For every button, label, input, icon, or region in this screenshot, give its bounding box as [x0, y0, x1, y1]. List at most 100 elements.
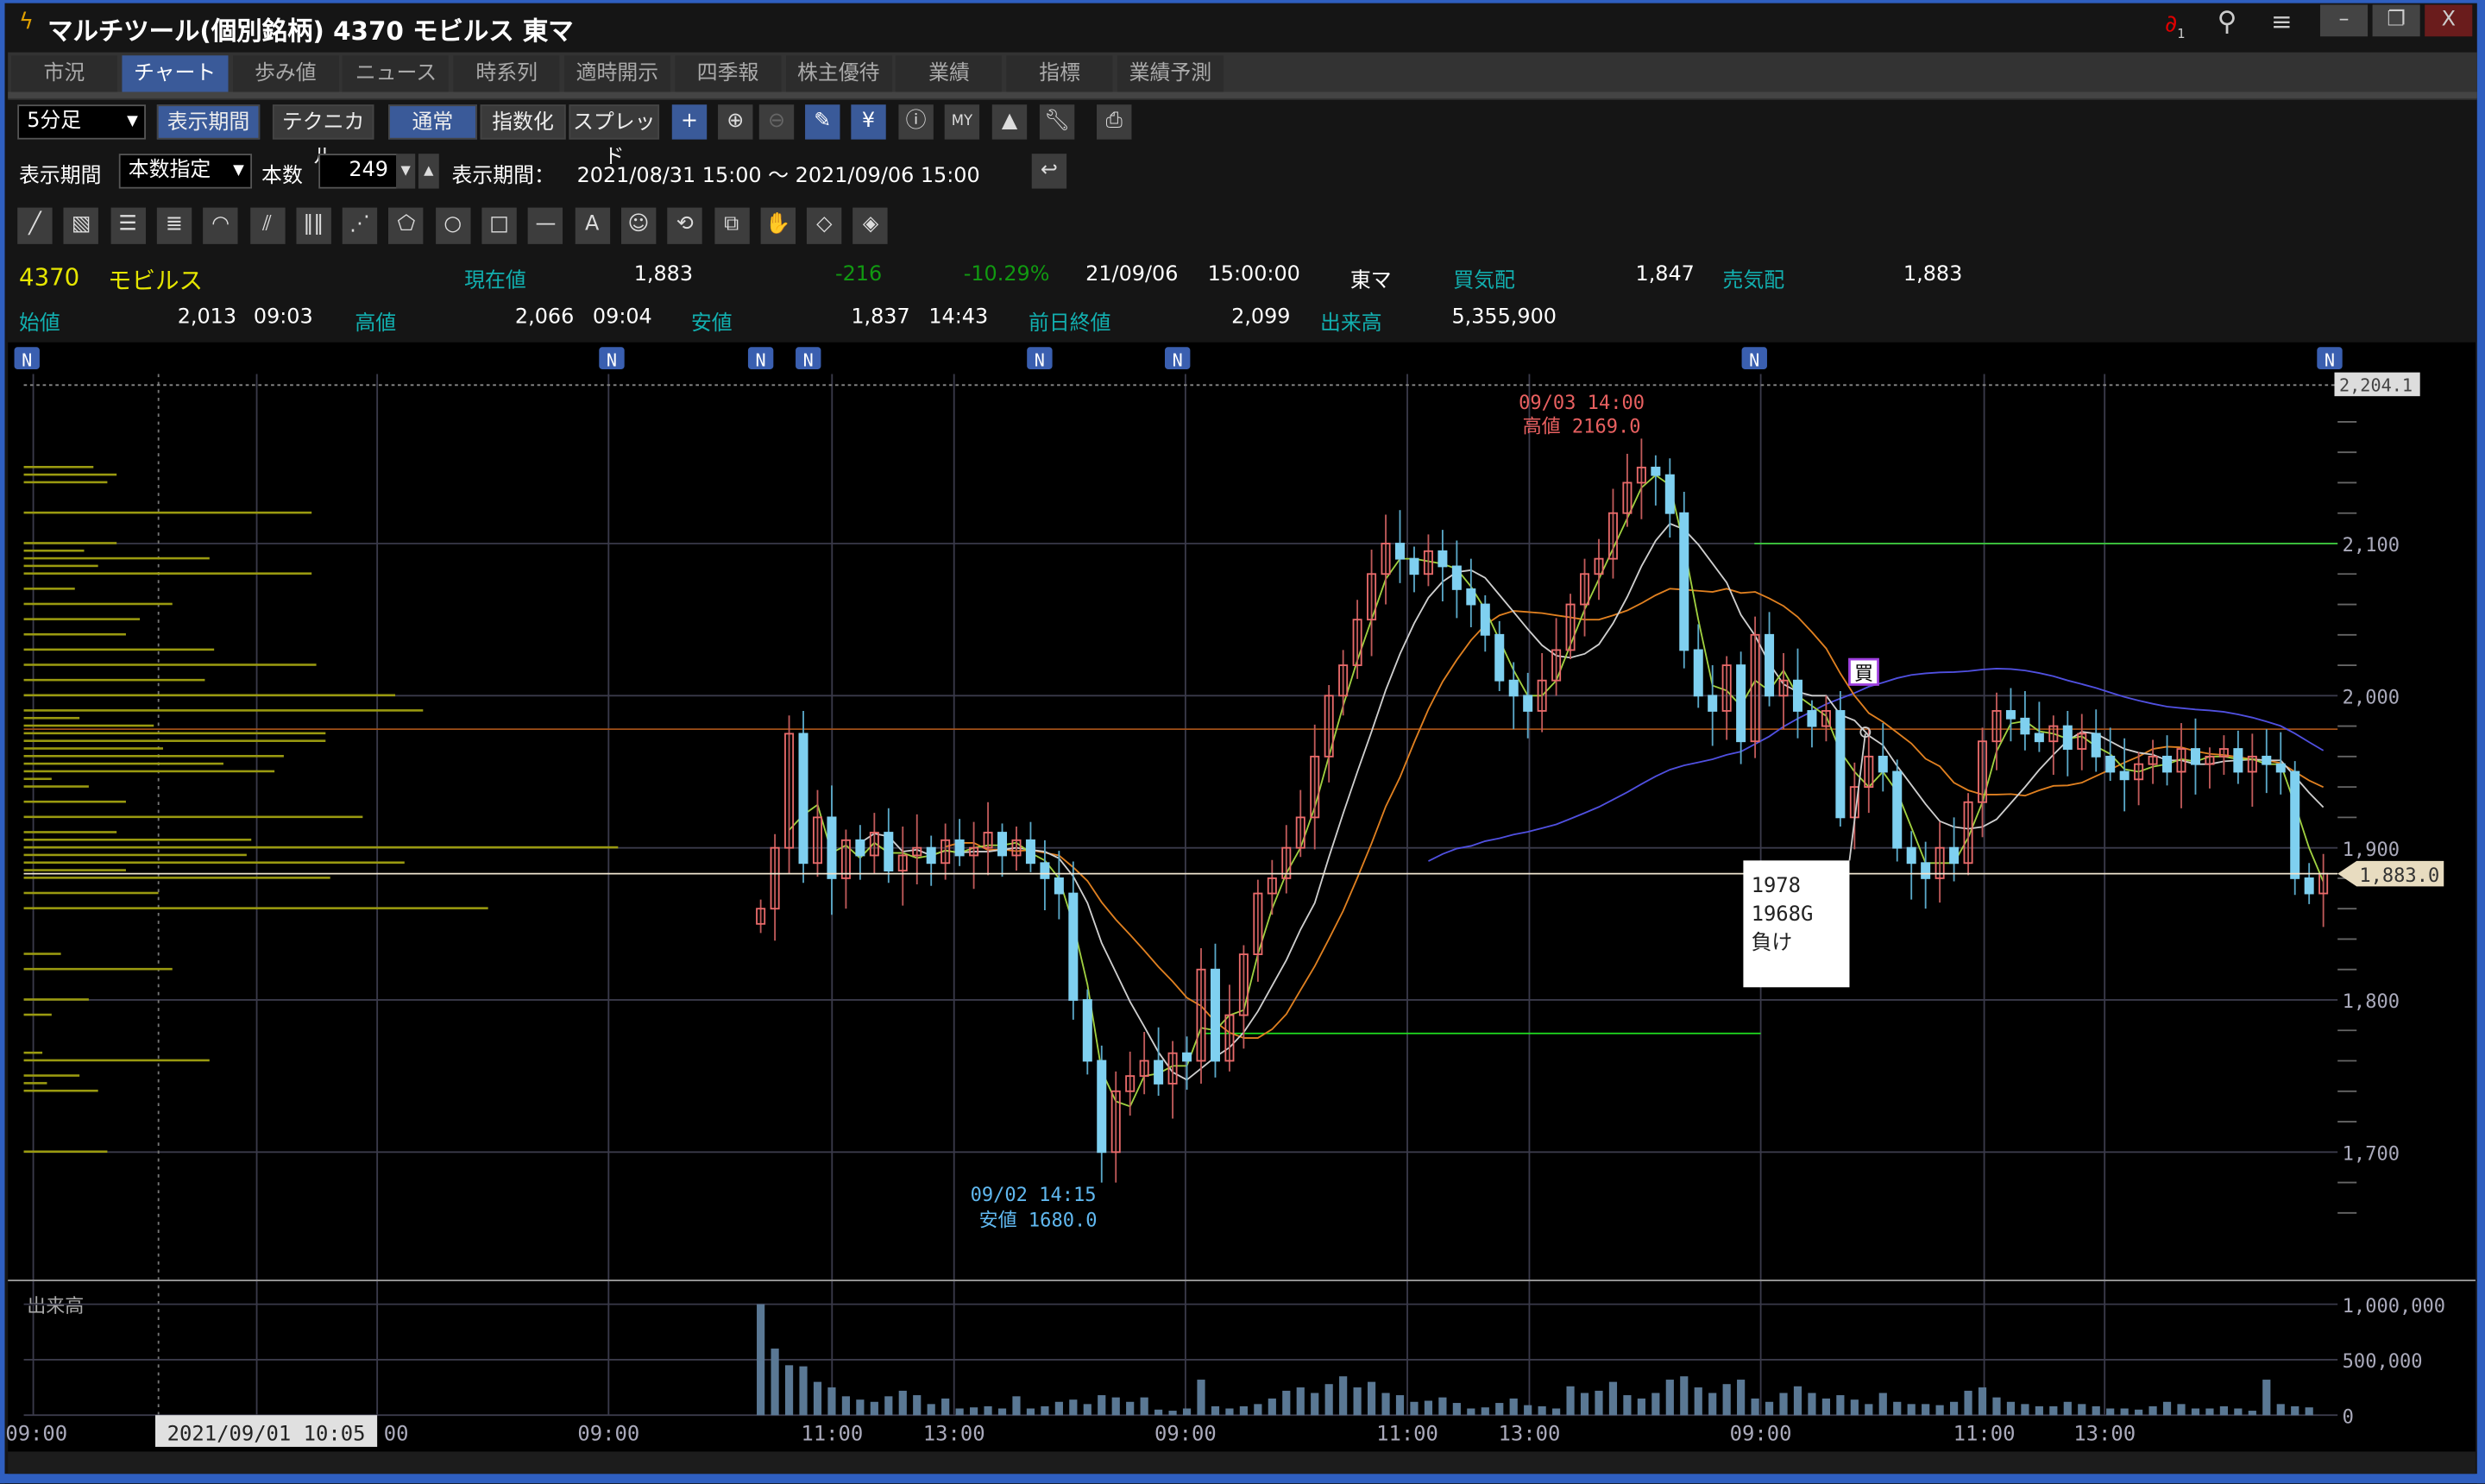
tab-6[interactable]: 四季報	[675, 55, 782, 92]
volume-bar	[1538, 1405, 1546, 1416]
volume-bar	[1438, 1397, 1447, 1416]
pencil-icon[interactable]: ✎	[805, 104, 840, 140]
volume-bar	[1878, 1393, 1887, 1416]
volume-bar	[1111, 1397, 1120, 1416]
tab-7[interactable]: 株主優待	[785, 55, 892, 92]
volume-profile-bar	[23, 481, 108, 484]
vertical-lines-icon[interactable]: ‖‖	[296, 207, 331, 244]
menu-icon[interactable]: ≡	[2271, 6, 2293, 37]
circle-icon[interactable]: ○	[435, 207, 470, 244]
volume-bar	[1665, 1380, 1674, 1416]
mode-spread-button[interactable]: スプレッド	[569, 104, 660, 170]
my-chart-icon[interactable]: MY	[944, 104, 980, 140]
rotate-icon[interactable]: ⟲	[667, 207, 703, 244]
print-icon[interactable]: ⎙	[1097, 104, 1132, 140]
news-marker-label: N	[22, 349, 32, 370]
high-time: 09:04	[592, 305, 652, 330]
volume-tick-label: 1,000,000	[2343, 1296, 2445, 1317]
trend-line-icon[interactable]: ╱	[17, 207, 53, 244]
volume-bar	[771, 1349, 779, 1416]
parallel-lines-icon[interactable]: ☰	[110, 207, 146, 244]
interval-select[interactable]: 5分足 ▼	[17, 104, 146, 140]
volume-bar	[1239, 1405, 1248, 1416]
count-input[interactable]: 249	[318, 154, 399, 189]
volume-bar	[1296, 1387, 1305, 1416]
search-icon[interactable]: ⚲	[2217, 6, 2237, 39]
candle-body	[1551, 649, 1562, 682]
volume-profile-bar	[23, 694, 396, 697]
volume-bar	[1850, 1399, 1859, 1416]
volume-bar	[1098, 1395, 1106, 1416]
restore-button[interactable]: ❐	[2372, 4, 2420, 37]
text-icon[interactable]: A	[574, 207, 610, 244]
close-button[interactable]: X	[2425, 4, 2473, 37]
tab-3[interactable]: ニュース	[343, 55, 450, 92]
area-chart-icon[interactable]: ▲	[991, 104, 1028, 140]
fibonacci-arc-icon[interactable]: ◠	[203, 207, 238, 244]
copy-icon[interactable]: ⧉	[714, 207, 749, 244]
info-icon[interactable]: ⓘ	[898, 104, 934, 140]
wrench-icon[interactable]: 🔧︎	[1039, 104, 1075, 140]
pentagon-icon[interactable]: ⬠	[388, 207, 425, 244]
eraser-all-icon[interactable]: ◈	[852, 207, 889, 244]
stamp-icon[interactable]: ☺	[620, 207, 657, 244]
crosshair-icon[interactable]: +	[671, 104, 708, 140]
tab-1[interactable]: チャート	[122, 55, 229, 92]
horizontal-line-icon[interactable]: —	[528, 207, 563, 244]
volume-bar	[1765, 1401, 1774, 1416]
zoom-in-icon[interactable]: ⊕	[718, 104, 753, 140]
mode-index-button[interactable]: 指数化	[480, 104, 566, 140]
tab-9[interactable]: 指標	[1006, 55, 1113, 92]
volume-profile-bar	[23, 877, 330, 879]
volume-bar	[1978, 1387, 1987, 1416]
tab-10[interactable]: 業績予測	[1117, 55, 1224, 92]
technical-button[interactable]: テクニカル	[272, 104, 374, 170]
pitchfork-icon[interactable]: ⋰	[342, 207, 378, 244]
news-marker-label: N	[1749, 349, 1759, 370]
fan-icon[interactable]: ⫽	[249, 207, 285, 244]
candle-body	[1864, 755, 1874, 789]
tab-5[interactable]: 適時開示	[563, 55, 670, 92]
tab-4[interactable]: 時系列	[453, 55, 560, 92]
candle-body	[1139, 1060, 1149, 1078]
count-down-icon[interactable]: ▼	[396, 154, 416, 189]
volume-bar	[1722, 1384, 1731, 1416]
volume-bar	[2234, 1408, 2243, 1416]
volume-bar	[1311, 1393, 1319, 1416]
candle-body	[1991, 710, 2002, 743]
link-icon[interactable]: ∂1	[2164, 9, 2186, 41]
count-up-icon[interactable]: ▲	[418, 154, 439, 189]
horizontal-scrollbar[interactable]	[8, 1451, 2476, 1475]
tab-0[interactable]: 市況	[10, 55, 117, 92]
low-value: 1,837	[851, 305, 910, 330]
volume-bar	[1808, 1393, 1816, 1416]
minimize-button[interactable]: –	[2319, 4, 2369, 37]
volume-tick-label: 500,000	[2343, 1351, 2423, 1373]
refresh-icon[interactable]: ↩	[1031, 154, 1067, 189]
channel-icon[interactable]: ▧	[64, 207, 99, 244]
zoom-out-icon[interactable]: ⊖	[758, 104, 795, 140]
volume-bar	[2177, 1404, 2186, 1416]
volume-profile-bar	[23, 831, 117, 833]
volume-bar	[1992, 1397, 2001, 1416]
volume-bar	[1182, 1408, 1192, 1416]
volume-profile-bar	[23, 632, 126, 636]
eraser-icon[interactable]: ◇	[807, 207, 842, 244]
rectangle-icon[interactable]: □	[481, 207, 517, 244]
period-mode-select[interactable]: 本数指定 ▼	[118, 154, 253, 189]
news-marker-label: N	[1035, 349, 1045, 370]
trade-box-line: 負け	[1752, 930, 1793, 954]
volume-bar	[2205, 1408, 2214, 1416]
mode-normal-button[interactable]: 通常	[387, 104, 477, 140]
volume-profile-bar	[23, 473, 117, 476]
multi-lines-icon[interactable]: ≣	[156, 207, 192, 244]
yen-icon[interactable]: ¥	[851, 104, 886, 140]
tab-8[interactable]: 業績	[896, 55, 1003, 92]
time-tick-label: 09:00	[5, 1422, 67, 1446]
hand-icon[interactable]: ✋	[760, 207, 796, 244]
candle-body	[2119, 770, 2130, 781]
tab-2[interactable]: 歩み値	[232, 55, 339, 92]
period-button[interactable]: 表示期間	[156, 104, 261, 140]
volume-bar	[984, 1405, 992, 1416]
